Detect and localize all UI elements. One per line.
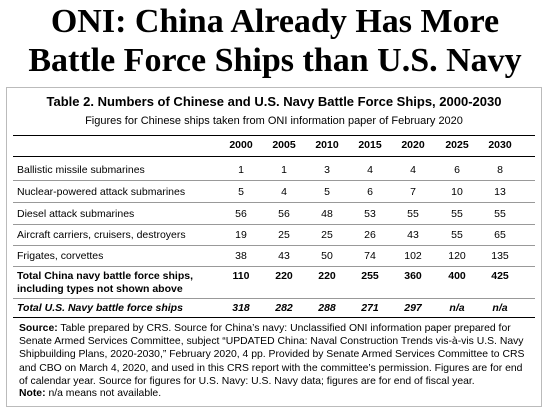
table-cell: 43 bbox=[407, 229, 419, 241]
table-cell: 4 bbox=[367, 164, 373, 176]
table-cell: 74 bbox=[364, 250, 376, 262]
row-label: Frigates, corvettes bbox=[17, 250, 104, 262]
table-cell: n/a bbox=[492, 302, 508, 314]
source-label: Source: bbox=[19, 323, 58, 334]
table-cell: 400 bbox=[448, 270, 466, 282]
headline: ONI: China Already Has More Battle Force… bbox=[0, 2, 550, 80]
table-cell: 48 bbox=[321, 208, 333, 220]
table-cell: 38 bbox=[235, 250, 247, 262]
table-cell: 288 bbox=[318, 302, 336, 314]
table-cell: 110 bbox=[232, 270, 250, 282]
note-text: n/a means not available. bbox=[48, 388, 162, 399]
table-frame: Table 2. Numbers of Chinese and U.S. Nav… bbox=[6, 87, 542, 407]
table-cell: 297 bbox=[404, 302, 422, 314]
table-cell: 5 bbox=[324, 186, 330, 198]
table-cell: 120 bbox=[448, 250, 466, 262]
row-divider bbox=[13, 245, 535, 246]
table-cell: 56 bbox=[278, 208, 290, 220]
table-cell: 255 bbox=[361, 270, 379, 282]
headline-line-1: ONI: China Already Has More bbox=[50, 3, 500, 40]
total-china-label-line-2: including types not shown above bbox=[17, 283, 183, 295]
source-note: Source: Table prepared by CRS. Source fo… bbox=[19, 322, 531, 388]
table-cell: 13 bbox=[494, 186, 506, 198]
table-cell: 360 bbox=[404, 270, 422, 282]
table-cell: 220 bbox=[318, 270, 336, 282]
year-header: 2010 bbox=[315, 139, 339, 151]
table-subtitle: Figures for Chinese ships taken from ONI… bbox=[85, 115, 463, 127]
year-header: 2030 bbox=[488, 139, 512, 151]
row-label: Aircraft carriers, cruisers, destroyers bbox=[17, 229, 186, 241]
table-top-rule bbox=[13, 135, 535, 136]
year-header: 2000 bbox=[229, 139, 253, 151]
table-cell: 55 bbox=[407, 208, 419, 220]
year-header: 2025 bbox=[445, 139, 469, 151]
table-cell: 19 bbox=[235, 229, 247, 241]
table-cell: 6 bbox=[367, 186, 373, 198]
table-cell: 3 bbox=[324, 164, 330, 176]
table-cell: 53 bbox=[364, 208, 376, 220]
total-us-label: Total U.S. Navy battle force ships bbox=[17, 302, 183, 314]
total-china-label: Total China navy battle force ships, inc… bbox=[17, 270, 217, 296]
table-cell: n/a bbox=[449, 302, 465, 314]
table-cell: 425 bbox=[491, 270, 509, 282]
row-divider bbox=[13, 202, 535, 203]
table-header-rule bbox=[13, 156, 535, 157]
row-divider bbox=[13, 266, 535, 267]
note-label: Note: bbox=[19, 388, 46, 399]
row-divider bbox=[13, 180, 535, 181]
year-header: 2015 bbox=[358, 139, 382, 151]
row-label: Diesel attack submarines bbox=[17, 208, 135, 220]
table-cell: 8 bbox=[497, 164, 503, 176]
table-cell: 55 bbox=[451, 229, 463, 241]
table-cell: 135 bbox=[491, 250, 509, 262]
table-cell: 56 bbox=[235, 208, 247, 220]
table-bottom-rule bbox=[13, 317, 535, 318]
table-title: Table 2. Numbers of Chinese and U.S. Nav… bbox=[46, 94, 502, 109]
table-cell: 65 bbox=[494, 229, 506, 241]
table-cell: 50 bbox=[321, 250, 333, 262]
row-divider bbox=[13, 224, 535, 225]
row-divider bbox=[13, 298, 535, 299]
table-cell: 4 bbox=[410, 164, 416, 176]
table-cell: 282 bbox=[275, 302, 293, 314]
table-cell: 7 bbox=[410, 186, 416, 198]
total-china-label-line-1: Total China navy battle force ships, bbox=[17, 270, 194, 282]
table-cell: 55 bbox=[494, 208, 506, 220]
year-header: 2020 bbox=[401, 139, 425, 151]
table-cell: 1 bbox=[281, 164, 287, 176]
row-label: Nuclear-powered attack submarines bbox=[17, 186, 186, 198]
table-cell: 43 bbox=[278, 250, 290, 262]
note: Note: n/a means not available. bbox=[19, 387, 161, 400]
table-cell: 6 bbox=[454, 164, 460, 176]
headline-line-2: Battle Force Ships than U.S. Navy bbox=[28, 42, 522, 79]
table-cell: 220 bbox=[275, 270, 293, 282]
table-cell: 4 bbox=[281, 186, 287, 198]
table-cell: 271 bbox=[361, 302, 379, 314]
table-cell: 25 bbox=[278, 229, 290, 241]
table-cell: 1 bbox=[238, 164, 244, 176]
table-cell: 55 bbox=[451, 208, 463, 220]
source-text: Table prepared by CRS. Source for China’… bbox=[19, 323, 525, 387]
table-cell: 102 bbox=[404, 250, 422, 262]
row-label: Ballistic missile submarines bbox=[17, 164, 145, 176]
table-cell: 10 bbox=[451, 186, 463, 198]
table-cell: 5 bbox=[238, 186, 244, 198]
year-header: 2005 bbox=[272, 139, 296, 151]
table-cell: 26 bbox=[364, 229, 376, 241]
table-cell: 318 bbox=[232, 302, 250, 314]
table-cell: 25 bbox=[321, 229, 333, 241]
